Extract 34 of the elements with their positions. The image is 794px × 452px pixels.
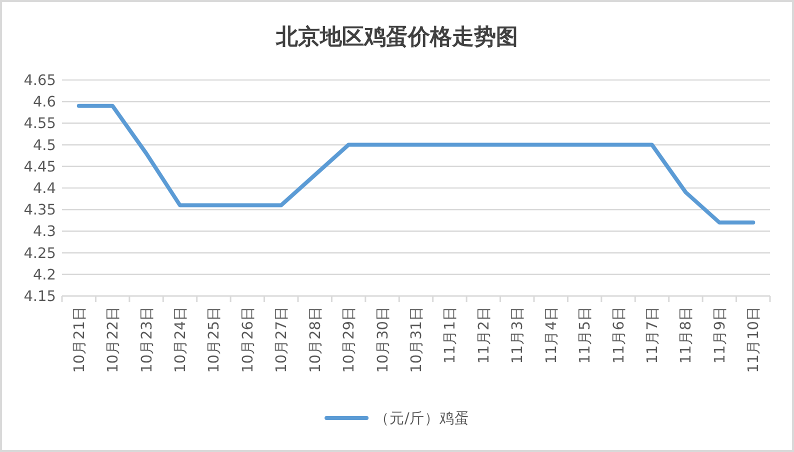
x-tick-label: 10月24日 (173, 306, 189, 373)
title: 北京地区鸡蛋价格走势图 (276, 24, 518, 50)
y-tick-label: 4.25 (24, 246, 56, 262)
x-tick-label: 11月5日 (578, 306, 594, 364)
x-tick-label: 10月21日 (72, 306, 88, 373)
y-tick-label: 4.3 (32, 224, 56, 240)
x-tick-label: 11月10日 (746, 306, 762, 373)
x-tick-label: 11月8日 (678, 306, 695, 364)
y-tick-label: 4.35 (24, 202, 56, 219)
x-tick-label: 10月27日 (274, 306, 290, 373)
x-tick-label: 10月30日 (375, 306, 392, 373)
x-tick-label: 10月25日 (206, 306, 223, 373)
x-tick-label: 10月28日 (308, 306, 324, 373)
x-tick-label: 10月23日 (139, 306, 156, 373)
x-tick-label: 10月29日 (342, 306, 358, 373)
y-tick-label: 4.55 (24, 116, 56, 132)
y-tick-label: 4.15 (24, 289, 56, 305)
x-tick-label: 11月2日 (476, 306, 492, 364)
x-tick-label: 10月22日 (106, 306, 122, 373)
x-tick-label: 11月9日 (712, 306, 728, 364)
x-tick-label: 11月6日 (611, 306, 628, 364)
x-tick-label: 11月1日 (442, 306, 459, 364)
x-tick-label: 11月7日 (645, 306, 661, 364)
y-tick-label: 4.5 (32, 138, 56, 154)
x-tick-label: 11月3日 (510, 306, 526, 364)
y-tick-label: 4.2 (32, 267, 56, 284)
y-tick-label: 4.45 (24, 159, 56, 176)
x-tick-label: 10月31日 (409, 306, 425, 373)
x-tick-label: 10月26日 (240, 306, 256, 373)
y-tick-label: 4.4 (32, 181, 56, 197)
y-tick-label: 4.65 (24, 73, 56, 89)
y-tick-label: 4.6 (32, 94, 56, 111)
legend-label: （元/斤）鸡蛋 (374, 411, 470, 427)
x-tick-label: 11月4日 (544, 306, 560, 364)
